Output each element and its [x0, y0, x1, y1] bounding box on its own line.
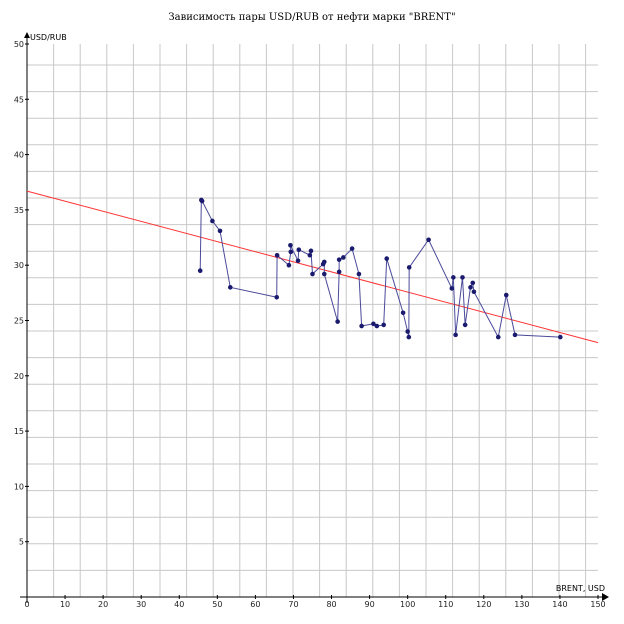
- y-tick-label: 35: [14, 206, 24, 215]
- x-tick-label: 120: [476, 600, 491, 609]
- data-point: [460, 275, 465, 280]
- data-point: [384, 256, 390, 261]
- y-axis-label: USD/RUB: [30, 33, 67, 42]
- axes: [20, 32, 609, 603]
- x-tick-label: 40: [174, 600, 184, 609]
- y-tick-label: 30: [14, 261, 24, 270]
- data-point: [426, 237, 431, 243]
- data-point: [359, 323, 364, 329]
- data-point: [406, 265, 412, 270]
- data-point: [495, 334, 501, 340]
- data-point: [400, 310, 406, 316]
- x-tick-label: 60: [250, 600, 260, 609]
- x-tick-label: 30: [136, 600, 146, 609]
- data-point: [558, 334, 563, 340]
- data-point: [349, 246, 355, 251]
- y-tick-label: 50: [14, 40, 24, 49]
- data-point: [308, 248, 314, 254]
- x-tick-label: 100: [400, 600, 415, 609]
- x-tick-label: 130: [514, 600, 529, 609]
- data-point: [341, 255, 346, 260]
- data-point: [336, 269, 342, 275]
- tick-labels: 0 10 20 30 40 50 60 70 80 90 100 110 120 130 140 150 5 10…: [14, 40, 606, 609]
- data-point: [335, 319, 340, 324]
- y-tick-label: 10: [14, 482, 24, 491]
- data-point: [286, 262, 292, 268]
- data-point: [453, 332, 458, 338]
- data-point: [197, 268, 203, 274]
- data-point: [217, 228, 223, 234]
- data-point: [322, 271, 327, 277]
- x-tick-label: 10: [60, 600, 70, 609]
- x-tick-label: 0: [24, 600, 29, 609]
- data-point: [374, 323, 380, 329]
- y-tick-label: 5: [19, 538, 24, 547]
- data-point: [227, 285, 233, 290]
- y-tick-label: 15: [14, 427, 24, 436]
- data-point: [210, 218, 215, 224]
- data-point: [470, 280, 476, 286]
- data-point: [405, 329, 410, 334]
- y-tick-label: 20: [14, 372, 24, 381]
- data-point: [322, 259, 327, 265]
- data-point: [274, 294, 280, 300]
- chart-title: Зависимость пары USD/RUB от нефти марки …: [168, 12, 455, 23]
- data-point: [336, 257, 342, 262]
- data-point: [288, 249, 294, 255]
- data-point: [468, 285, 473, 290]
- data-point: [310, 271, 315, 277]
- data-point: [274, 252, 280, 258]
- x-tick-label: 110: [438, 600, 453, 609]
- series-group: [197, 197, 563, 340]
- data-point: [356, 271, 362, 277]
- grid: [27, 44, 598, 597]
- x-tick-label: 80: [326, 600, 336, 609]
- data-point: [471, 289, 477, 295]
- y-tick-label: 40: [14, 151, 24, 160]
- data-point: [307, 252, 313, 258]
- y-axis-arrow-icon: [24, 32, 30, 38]
- x-tick-label: 70: [288, 600, 298, 609]
- data-point: [406, 334, 412, 340]
- x-tick-label: 140: [552, 600, 567, 609]
- data-point: [381, 322, 386, 328]
- x-tick-label: 90: [365, 600, 375, 609]
- x-tick-label: 20: [98, 600, 108, 609]
- data-point: [288, 242, 293, 248]
- y-tick-label: 25: [14, 317, 24, 326]
- y-tick-label: 45: [14, 95, 24, 104]
- data-point: [199, 198, 205, 204]
- data-point: [449, 286, 455, 291]
- data-point: [295, 258, 301, 264]
- data-point: [371, 321, 376, 327]
- data-point: [512, 332, 518, 338]
- x-tick-label: 150: [590, 600, 605, 609]
- data-point: [462, 322, 468, 328]
- data-point: [451, 275, 456, 280]
- x-tick-label: 50: [212, 600, 222, 609]
- data-point: [296, 247, 302, 253]
- x-axis-arrow-icon: [602, 593, 609, 601]
- x-axis-label: BRENT, USD: [556, 584, 605, 593]
- data-point: [503, 292, 509, 298]
